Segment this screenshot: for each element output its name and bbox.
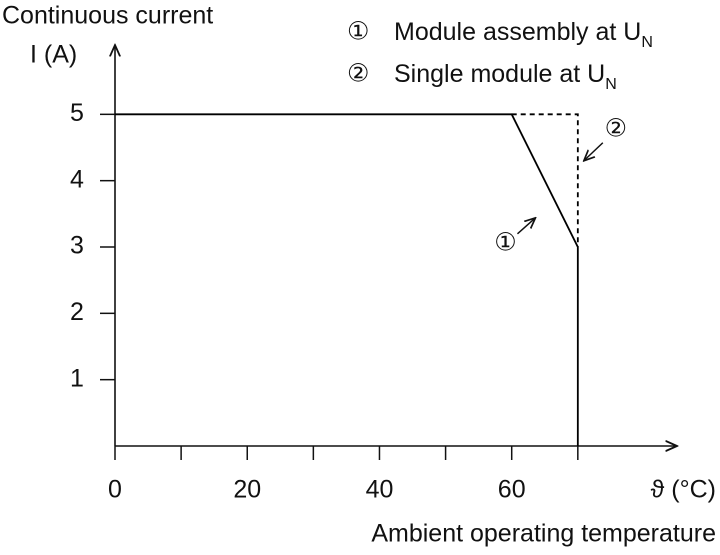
callout-arrow bbox=[516, 218, 535, 235]
x-tick-label: 40 bbox=[366, 476, 394, 504]
legend-marker: ① bbox=[347, 18, 369, 46]
y-tick-label: 1 bbox=[70, 364, 84, 392]
legend-marker: ② bbox=[347, 60, 369, 88]
y-axis-unit: I (A) bbox=[30, 41, 77, 69]
legend-name: Module assembly at U bbox=[394, 18, 641, 46]
callout-label: ② bbox=[605, 114, 627, 142]
series-line bbox=[115, 113, 579, 446]
y-tick-label: 4 bbox=[70, 165, 84, 193]
legend-label: Single module at UN bbox=[394, 60, 617, 94]
legend-subscript: N bbox=[605, 76, 617, 93]
legend-subscript: N bbox=[641, 34, 653, 51]
y-tick-label: 2 bbox=[70, 298, 84, 326]
y-tick-label: 3 bbox=[70, 232, 84, 260]
y-tick-label: 5 bbox=[70, 99, 84, 127]
legend-label: Module assembly at UN bbox=[394, 18, 653, 52]
x-axis-title: Ambient operating temperature bbox=[371, 520, 716, 548]
x-tick-label: 0 bbox=[108, 476, 122, 504]
callout-arrow bbox=[584, 142, 604, 161]
x-axis-unit: ϑ (°C) bbox=[651, 476, 716, 504]
series-line bbox=[511, 113, 579, 247]
y-axis-title: Continuous current bbox=[2, 2, 213, 30]
x-tick-label: 60 bbox=[498, 476, 526, 504]
callout-label: ① bbox=[494, 228, 516, 256]
x-tick-label: 20 bbox=[233, 476, 261, 504]
legend-name: Single module at U bbox=[394, 60, 605, 88]
